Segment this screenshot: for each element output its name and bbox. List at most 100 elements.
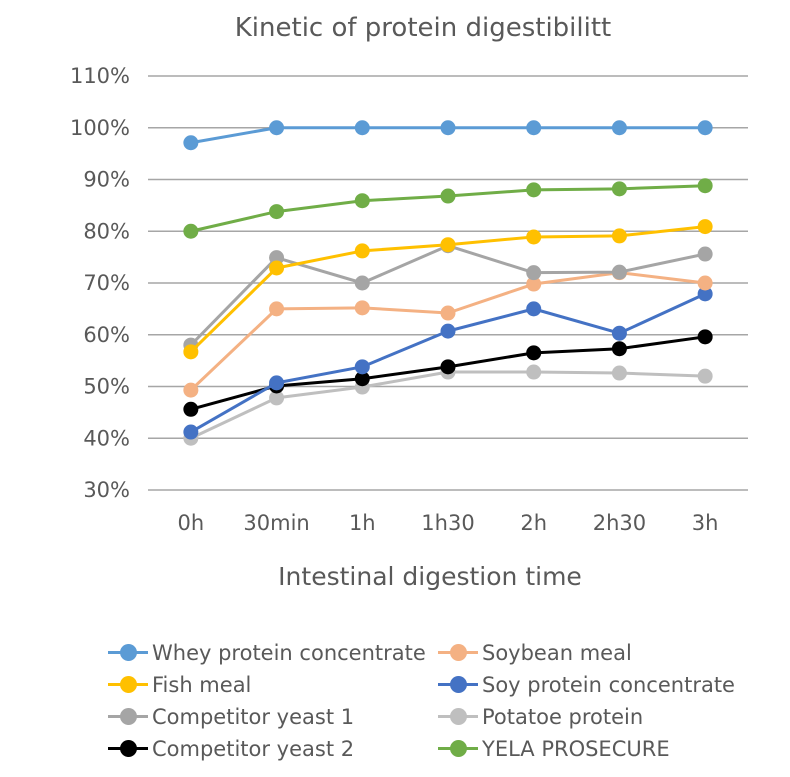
data-point bbox=[354, 371, 370, 387]
legend-marker-icon bbox=[438, 638, 478, 667]
legend-item: Potatoe protein bbox=[438, 702, 758, 731]
legend-item: Soybean meal bbox=[438, 638, 758, 667]
data-point bbox=[440, 323, 456, 339]
data-point bbox=[354, 243, 370, 259]
y-tick-label: 50% bbox=[83, 375, 130, 399]
series-line bbox=[190, 370, 706, 440]
series-whey-protein-concentrate bbox=[183, 120, 713, 151]
data-point bbox=[697, 368, 713, 384]
legend-item: Competitor yeast 2 bbox=[108, 734, 438, 763]
legend-marker-icon bbox=[108, 670, 148, 699]
data-point bbox=[697, 275, 713, 291]
data-point bbox=[611, 264, 627, 280]
data-point bbox=[269, 204, 285, 220]
data-point bbox=[440, 120, 456, 136]
data-point bbox=[354, 120, 370, 136]
chart-title: Kinetic of protein digestibilitt bbox=[235, 13, 612, 43]
data-point bbox=[269, 390, 285, 406]
data-point bbox=[697, 246, 713, 262]
gridlines bbox=[148, 75, 748, 491]
data-point bbox=[526, 364, 542, 380]
legend-label: Competitor yeast 1 bbox=[152, 704, 355, 729]
data-point bbox=[440, 237, 456, 253]
data-point bbox=[611, 341, 627, 357]
x-tick-label: 1h30 bbox=[421, 511, 474, 535]
data-point bbox=[183, 401, 199, 417]
y-axis-ticks: 30% 40% 50% 60% 70% 80% 90% 100% 110% bbox=[70, 64, 130, 502]
data-point bbox=[269, 375, 285, 391]
x-tick-label: 2h30 bbox=[593, 511, 646, 535]
data-point bbox=[183, 382, 199, 398]
series-group bbox=[183, 120, 713, 446]
data-point bbox=[526, 265, 542, 281]
legend-label: Potatoe protein bbox=[482, 704, 644, 729]
legend-label: Fish meal bbox=[152, 672, 252, 697]
data-point bbox=[354, 275, 370, 291]
y-tick-label: 100% bbox=[70, 116, 130, 140]
legend-marker-icon bbox=[108, 734, 148, 763]
data-point bbox=[611, 325, 627, 341]
data-point bbox=[354, 300, 370, 316]
legend-label: YELA PROSECURE bbox=[482, 736, 670, 761]
data-point bbox=[526, 301, 542, 317]
legend-label: Soybean meal bbox=[482, 640, 632, 665]
data-point bbox=[269, 301, 285, 317]
series-yela-prosecure bbox=[183, 178, 713, 239]
y-tick-label: 30% bbox=[83, 478, 130, 502]
legend-item: YELA PROSECURE bbox=[438, 734, 758, 763]
data-point bbox=[526, 182, 542, 198]
legend-label: Whey protein concentrate bbox=[152, 640, 426, 665]
data-point bbox=[526, 276, 542, 292]
series-soy-protein-concentrate bbox=[183, 286, 713, 440]
data-point bbox=[526, 120, 542, 136]
data-point bbox=[354, 193, 370, 209]
series-fish-meal bbox=[183, 219, 713, 360]
legend-item: Competitor yeast 1 bbox=[108, 702, 438, 731]
data-point bbox=[697, 329, 713, 345]
data-point bbox=[269, 260, 285, 276]
legend: Whey protein concentrate Soybean meal Fish… bbox=[108, 638, 758, 763]
x-axis-title: Intestinal digestion time bbox=[278, 562, 582, 591]
legend-label: Soy protein concentrate bbox=[482, 672, 735, 697]
x-tick-label: 3h bbox=[692, 511, 719, 535]
legend-marker-icon bbox=[108, 702, 148, 731]
data-point bbox=[183, 424, 199, 440]
data-point bbox=[611, 120, 627, 136]
data-point bbox=[269, 250, 285, 266]
y-tick-label: 80% bbox=[83, 219, 130, 243]
legend-marker-icon bbox=[438, 734, 478, 763]
data-point bbox=[440, 359, 456, 375]
x-tick-label: 30min bbox=[243, 511, 309, 535]
data-point bbox=[440, 305, 456, 321]
y-tick-label: 110% bbox=[70, 64, 130, 88]
legend-label: Competitor yeast 2 bbox=[152, 736, 355, 761]
x-tick-label: 2h bbox=[520, 511, 547, 535]
data-point bbox=[183, 135, 199, 151]
y-tick-label: 90% bbox=[83, 168, 130, 192]
legend-item: Whey protein concentrate bbox=[108, 638, 438, 667]
data-point bbox=[697, 120, 713, 136]
data-point bbox=[697, 219, 713, 235]
x-tick-label: 0h bbox=[178, 511, 205, 535]
series-potatoe-protein bbox=[183, 364, 713, 446]
data-point bbox=[697, 178, 713, 194]
data-point bbox=[697, 286, 713, 302]
data-point bbox=[440, 188, 456, 204]
data-point bbox=[611, 181, 627, 197]
data-point bbox=[183, 344, 199, 360]
legend-marker-icon bbox=[108, 638, 148, 667]
data-point bbox=[526, 345, 542, 361]
x-tick-label: 1h bbox=[349, 511, 376, 535]
data-point bbox=[183, 223, 199, 239]
y-tick-label: 60% bbox=[83, 323, 130, 347]
legend-item: Fish meal bbox=[108, 670, 438, 699]
x-axis-ticks: 0h 30min 1h 1h30 2h 2h30 3h bbox=[178, 511, 719, 535]
legend-item: Soy protein concentrate bbox=[438, 670, 758, 699]
legend-marker-icon bbox=[438, 670, 478, 699]
data-point bbox=[354, 359, 370, 375]
y-tick-label: 40% bbox=[83, 426, 130, 450]
data-point bbox=[269, 120, 285, 136]
y-tick-label: 70% bbox=[83, 271, 130, 295]
data-point bbox=[611, 228, 627, 244]
